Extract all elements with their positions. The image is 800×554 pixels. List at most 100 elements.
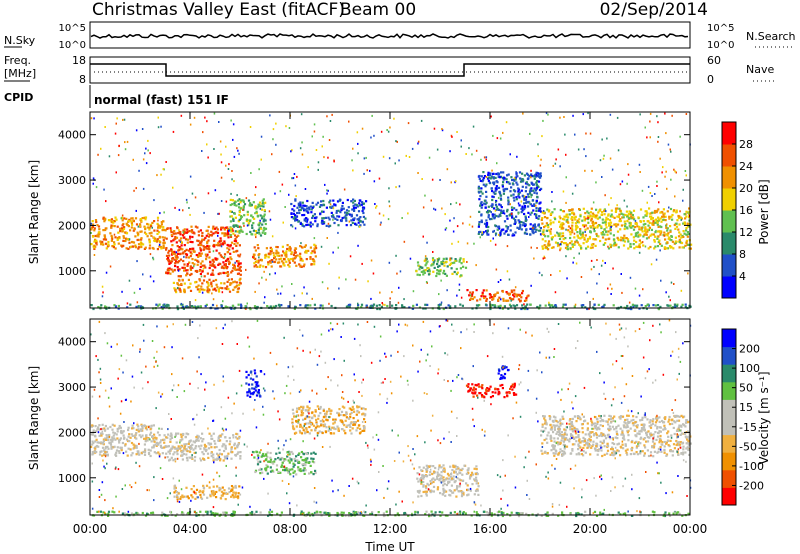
power-echo-pixel	[403, 306, 406, 309]
power-echo-pixel	[264, 219, 267, 222]
power-echo-pixel	[131, 217, 134, 220]
power-echo-pixel	[583, 238, 586, 241]
power-echo-pixel	[533, 203, 536, 206]
power-noise-pixel	[585, 132, 587, 135]
power-echo-pixel	[609, 245, 612, 249]
power-echo-pixel	[199, 254, 202, 257]
power-noise-pixel	[157, 126, 160, 129]
power-echo-pixel	[597, 303, 600, 306]
velocity-echo-pixel	[245, 376, 248, 379]
power-echo-pixel	[549, 230, 552, 233]
power-echo-pixel	[581, 224, 585, 227]
power-echo-pixel	[189, 240, 192, 243]
power-echo-pixel	[659, 217, 662, 220]
power-echo-pixel	[207, 235, 210, 238]
power-noise-pixel	[559, 243, 561, 246]
velocity-echo-pixel	[234, 436, 237, 439]
velocity-echo-pixel	[239, 457, 242, 460]
power-noise-pixel	[193, 265, 195, 268]
power-echo-pixel	[238, 267, 241, 270]
power-echo-pixel	[496, 181, 499, 184]
power-echo-pixel	[259, 264, 262, 267]
power-echo-pixel	[438, 264, 441, 267]
power-noise-pixel	[182, 209, 184, 212]
power-echo-pixel	[686, 231, 689, 234]
velocity-echo-pixel	[207, 447, 211, 450]
velocity-echo-pixel	[291, 408, 294, 411]
power-echo-pixel	[605, 216, 608, 219]
velocity-echo-pixel	[221, 445, 224, 448]
power-echo-pixel	[164, 304, 167, 307]
power-echo-pixel	[648, 221, 651, 224]
power-echo-pixel	[219, 272, 222, 275]
power-noise-pixel	[547, 113, 549, 116]
velocity-echo-pixel	[432, 490, 435, 493]
power-noise-pixel	[619, 183, 622, 186]
velocity-echo-pixel	[234, 486, 237, 489]
velocity-echo-pixel	[101, 446, 105, 449]
power-noise-pixel	[185, 198, 188, 201]
power-echo-pixel	[520, 228, 523, 231]
power-echo-pixel	[558, 215, 561, 218]
velocity-echo-pixel	[456, 473, 459, 476]
velocity-echo-pixel	[298, 429, 301, 432]
velocity-echo-pixel	[430, 478, 434, 481]
velocity-echo-pixel	[169, 438, 172, 441]
power-noise-pixel	[300, 245, 303, 248]
power-noise-pixel	[638, 163, 641, 166]
power-echo-pixel	[276, 261, 280, 264]
power-echo-pixel	[667, 232, 670, 235]
power-echo-pixel	[158, 245, 161, 248]
velocity-echo-pixel	[199, 493, 202, 497]
power-noise-pixel	[407, 212, 409, 215]
power-echo-pixel	[510, 289, 513, 292]
power-echo-pixel	[163, 306, 166, 309]
power-echo-pixel	[177, 284, 180, 287]
velocity-echo-pixel	[110, 447, 113, 450]
velocity-echo-pixel	[195, 488, 199, 491]
velocity-echo-pixel	[461, 490, 464, 494]
power-echo-pixel	[493, 304, 496, 307]
power-echo-pixel	[481, 192, 484, 195]
power-noise-pixel	[218, 212, 220, 215]
power-echo-pixel	[652, 221, 655, 224]
power-echo-pixel	[186, 272, 189, 275]
power-echo-pixel	[415, 303, 418, 306]
power-echo-pixel	[175, 260, 178, 263]
power-echo-pixel	[227, 273, 230, 276]
power-echo-pixel	[574, 222, 577, 225]
power-noise-pixel	[449, 219, 451, 222]
power-echo-pixel	[550, 236, 553, 239]
power-echo-pixel	[316, 223, 319, 226]
power-noise-pixel	[238, 152, 240, 155]
power-echo-pixel	[220, 282, 223, 285]
velocity-echo-pixel	[443, 482, 446, 485]
power-echo-pixel	[436, 269, 439, 272]
velocity-echo-pixel	[155, 444, 158, 447]
power-noise-pixel	[657, 140, 659, 143]
power-echo-pixel	[237, 287, 240, 290]
power-echo-pixel	[516, 175, 519, 178]
velocity-echo-pixel	[106, 454, 109, 457]
power-noise-pixel	[587, 221, 590, 224]
power-noise-pixel	[332, 251, 334, 254]
power-colorbar-segment	[722, 122, 736, 145]
power-echo-pixel	[487, 216, 490, 219]
nave-label: Nave	[746, 63, 774, 76]
power-echo-pixel	[122, 236, 125, 239]
power-echo-pixel	[482, 183, 485, 186]
power-noise-pixel	[559, 116, 561, 119]
power-noise-pixel	[655, 229, 657, 232]
power-noise-pixel	[639, 171, 641, 173]
power-echo-pixel	[201, 238, 204, 241]
power-echo-pixel	[492, 195, 495, 199]
power-echo-pixel	[186, 263, 189, 266]
power-echo-pixel	[234, 216, 237, 219]
power-echo-pixel	[656, 304, 660, 307]
velocity-echo-pixel	[234, 484, 237, 488]
velocity-echo-pixel	[119, 426, 122, 429]
power-noise-pixel	[598, 273, 600, 276]
power-noise-pixel	[514, 286, 517, 289]
velocity-echo-pixel	[298, 452, 301, 455]
power-echo-pixel	[219, 262, 222, 266]
